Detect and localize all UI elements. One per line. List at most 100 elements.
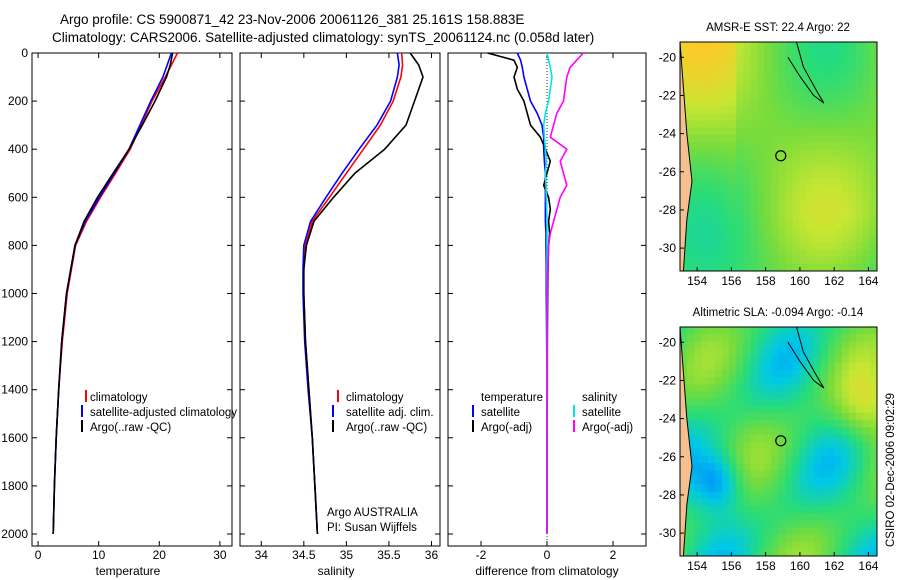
heatmap-cell — [841, 362, 850, 371]
heatmap-cell — [743, 484, 751, 493]
heatmap-cell — [778, 484, 787, 493]
heatmap-cell — [806, 434, 815, 442]
heatmap-cell — [680, 348, 688, 357]
heatmap-cell — [750, 70, 758, 79]
heatmap-cell — [701, 377, 709, 385]
heatmap-cell — [827, 434, 836, 442]
heatmap-cell — [792, 77, 801, 86]
sla-map-frame — [679, 326, 878, 557]
heatmap-cell — [827, 127, 836, 136]
heatmap-cell — [841, 70, 850, 79]
heatmap-cell — [715, 455, 723, 464]
heatmap-cell — [757, 391, 765, 400]
heatmap-cell — [715, 491, 723, 500]
heatmap-cell — [792, 534, 801, 543]
heatmap-cell — [806, 498, 815, 507]
heatmap-cell — [855, 42, 864, 50]
heatmap-cell — [722, 256, 730, 265]
heatmap-cell — [820, 513, 829, 521]
heatmap-cell — [736, 420, 744, 428]
heatmap-cell — [750, 362, 758, 371]
heatmap-cell — [778, 242, 787, 251]
heatmap-cell — [729, 355, 737, 364]
heatmap-cell — [757, 369, 765, 378]
heatmap-cell — [834, 263, 843, 272]
heatmap-cell — [799, 177, 808, 186]
heatmap-cell — [778, 235, 787, 243]
heatmap-cell — [869, 391, 878, 400]
heatmap-cell — [715, 256, 723, 265]
heatmap-cell — [785, 505, 794, 514]
heatmap-cell — [687, 498, 695, 507]
heatmap-cell — [834, 185, 843, 193]
heatmap-cell — [799, 434, 808, 442]
heatmap-cell — [834, 505, 843, 514]
heatmap-cell — [771, 398, 779, 407]
heatmap-cell — [722, 192, 730, 200]
heatmap-cell — [778, 412, 787, 421]
heatmap-cell — [778, 377, 787, 385]
heatmap-cell — [820, 498, 829, 507]
heatmap-cell — [862, 84, 871, 93]
heatmap-cell — [708, 213, 716, 222]
legend-argo: Argo(..raw -QC) — [346, 422, 427, 434]
heatmap-cell — [806, 192, 815, 200]
heatmap-cell — [750, 177, 758, 186]
heatmap-cell — [715, 505, 723, 514]
heatmap-cell — [708, 235, 716, 243]
heatmap-cell — [750, 42, 758, 50]
heatmap-cell — [708, 99, 716, 107]
heatmap-cell — [799, 470, 808, 478]
heatmap-cell — [785, 242, 794, 251]
heatmap-cell — [701, 49, 709, 57]
heatmap-cell — [722, 170, 730, 179]
heatmap-cell — [792, 541, 801, 550]
heatmap-cell — [729, 120, 737, 129]
heatmap-cell — [687, 56, 695, 64]
heatmap-cell — [708, 220, 716, 229]
heatmap-cell — [743, 405, 751, 414]
heatmap-cell — [827, 398, 836, 407]
heatmap-cell — [722, 534, 730, 543]
heatmap-cell — [729, 391, 737, 400]
heatmap-cell — [708, 56, 716, 64]
heatmap-cell — [729, 70, 737, 79]
heatmap-cell — [708, 49, 716, 57]
heatmap-cell — [764, 334, 772, 342]
heatmap-cell — [813, 127, 822, 136]
heatmap-cell — [785, 420, 794, 428]
heatmap-cell — [834, 341, 843, 349]
heatmap-cell — [701, 199, 709, 208]
heatmap-cell — [771, 249, 779, 258]
heatmap-cell — [862, 405, 871, 414]
heatmap-cell — [813, 341, 822, 349]
heatmap-cell — [771, 405, 779, 414]
heatmap-cell — [680, 327, 688, 335]
heatmap-cell — [694, 548, 702, 557]
heatmap-cell — [848, 92, 857, 100]
heatmap-cell — [729, 441, 737, 450]
heatmap-cell — [862, 534, 871, 543]
heatmap-cell — [778, 491, 787, 500]
heatmap-cell — [736, 405, 744, 414]
heatmap-cell — [855, 213, 864, 222]
heatmap-cell — [785, 462, 794, 471]
heatmap-cell — [757, 177, 765, 186]
series-line-salinity-argo-adj- — [546, 52, 584, 534]
heatmap-cell — [792, 405, 801, 414]
heatmap-cell — [827, 249, 836, 258]
heatmap-cell — [813, 527, 822, 536]
heatmap-cell — [862, 242, 871, 251]
heatmap-cell — [820, 405, 829, 414]
heatmap-cell — [806, 548, 815, 557]
heatmap-cell — [827, 470, 836, 478]
heatmap-cell — [855, 92, 864, 100]
heatmap-cell — [764, 56, 772, 64]
heatmap-cell — [869, 206, 878, 215]
heatmap-cell — [694, 341, 702, 349]
heatmap-cell — [694, 484, 702, 493]
heatmap-cell — [694, 149, 702, 157]
heatmap-cell — [820, 99, 829, 107]
heatmap-cell — [687, 113, 695, 122]
heatmap-cell — [729, 412, 737, 421]
